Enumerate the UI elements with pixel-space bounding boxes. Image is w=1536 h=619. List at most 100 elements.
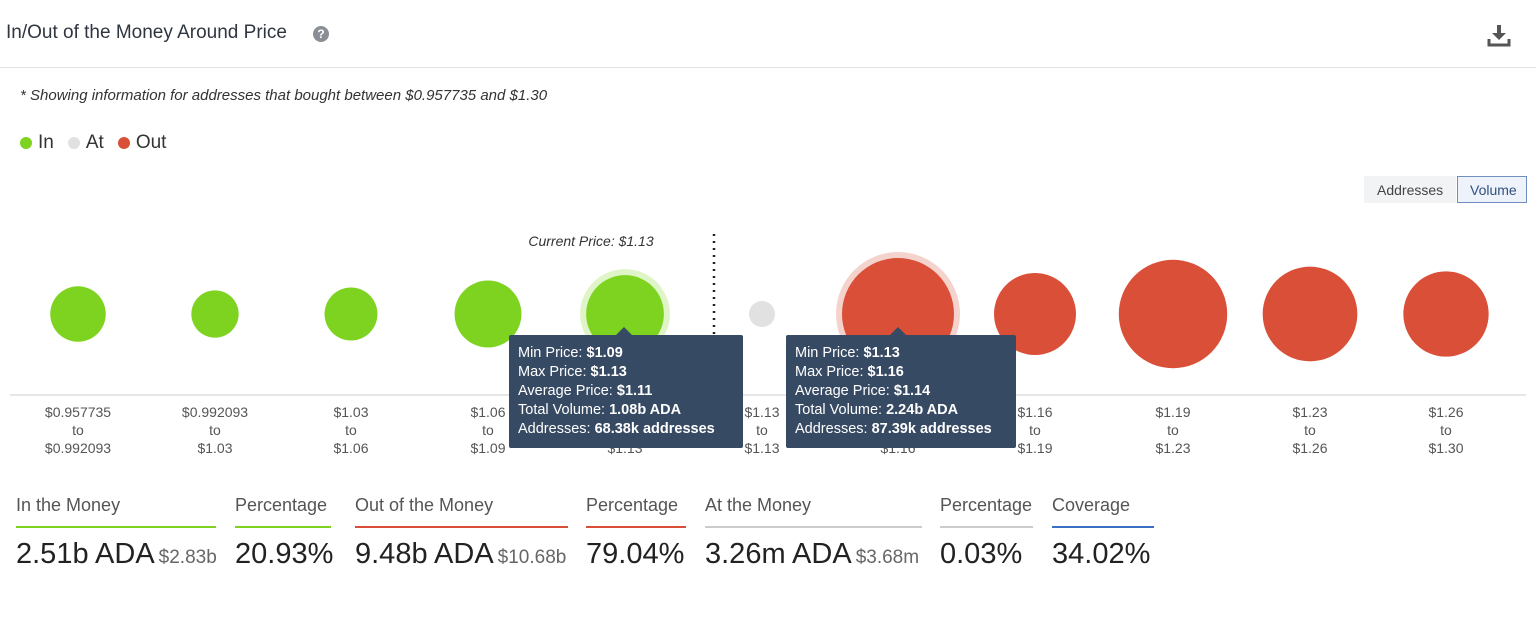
legend-dot-out xyxy=(117,137,130,149)
question-circle-icon[interactable]: ? xyxy=(313,26,329,42)
tooltip-volume-label: Total Volume: xyxy=(518,402,606,418)
bubble-10[interactable] xyxy=(1262,266,1358,362)
x-tick-label: $1.23 xyxy=(1292,404,1327,420)
tooltip-max-label: Max Price: xyxy=(795,364,864,380)
x-tick-label: $1.16 xyxy=(1017,404,1052,420)
summary-stats: In the Money 2.51b ADA $2.83b Percentage … xyxy=(0,495,1536,595)
x-tick-label: $0.992093 xyxy=(182,404,248,420)
tooltip-min-value: $1.13 xyxy=(863,345,900,361)
stat-value: 3.26m ADA $3.68m xyxy=(705,538,922,571)
tooltip-volume-value: 1.08b ADA xyxy=(609,402,682,418)
stat-out-of-the-money: Out of the Money 9.48b ADA $10.68b xyxy=(355,495,568,571)
tooltip-bubble-7: Min Price: $1.13 Max Price: $1.16 Averag… xyxy=(786,327,1016,448)
addresses-toggle-button[interactable]: Addresses xyxy=(1364,176,1456,203)
x-tick-label: $1.26 xyxy=(1292,440,1327,456)
x-tick-label: to xyxy=(1029,422,1041,438)
tooltip-max-value: $1.16 xyxy=(867,364,904,380)
x-tick-label: $1.13 xyxy=(744,440,779,456)
stat-out-percentage: Percentage 79.04% xyxy=(586,495,686,571)
x-tick-label: to xyxy=(345,422,357,438)
tooltip-min-label: Min Price: xyxy=(518,345,583,361)
tooltip-max-label: Max Price: xyxy=(518,364,587,380)
stat-usd-value: $10.68b xyxy=(497,547,567,568)
tooltip-bubble-5: Min Price: $1.09 Max Price: $1.13 Averag… xyxy=(509,327,743,448)
stat-in-the-money: In the Money 2.51b ADA $2.83b xyxy=(16,495,217,571)
tooltip-min-value: $1.09 xyxy=(586,345,623,361)
tooltip-volume-value: 2.24b ADA xyxy=(886,402,959,418)
stat-main-value: 34.02% xyxy=(1052,538,1151,570)
stat-value: 9.48b ADA $10.68b xyxy=(355,538,568,571)
range-note: * Showing information for addresses that… xyxy=(20,87,548,104)
tooltip-max-value: $1.13 xyxy=(590,364,627,380)
tooltip-volume-label: Total Volume: xyxy=(795,402,883,418)
legend-label-in: In xyxy=(38,132,54,153)
x-tick-label: to xyxy=(72,422,84,438)
bubble-8[interactable] xyxy=(994,273,1076,355)
widget-header: In/Out of the Money Around Price ? xyxy=(0,0,1536,68)
current-price-label: Current Price: $1.13 xyxy=(528,233,653,249)
legend-item-out[interactable]: Out xyxy=(117,132,167,154)
stat-label: Percentage xyxy=(586,495,686,528)
stat-in-percentage: Percentage 20.93% xyxy=(235,495,334,571)
bubble-3[interactable] xyxy=(324,287,378,341)
stat-main-value: 3.26m ADA xyxy=(705,538,852,570)
chart-legend: In At Out xyxy=(20,132,166,154)
bubble-2[interactable] xyxy=(191,290,239,338)
bubble-1[interactable] xyxy=(50,286,106,342)
tooltip-avg-value: $1.11 xyxy=(616,383,653,399)
tooltip-addresses-value: 68.38k addresses xyxy=(594,421,715,437)
bubble-chart: Current Price: $1.13 $0.957735 to $0.992093… xyxy=(10,233,1526,456)
x-tick-label: $0.957735 xyxy=(45,404,111,420)
x-tick-label: $1.30 xyxy=(1428,440,1463,456)
legend-item-at[interactable]: At xyxy=(67,132,104,154)
tooltip-avg-label: Average Price: xyxy=(518,383,613,399)
stat-main-value: 79.04% xyxy=(586,538,685,570)
tooltip-addresses-value: 87.39k addresses xyxy=(871,421,992,437)
bubble-6[interactable] xyxy=(749,301,775,327)
x-tick-label: to xyxy=(1440,422,1452,438)
tooltip-addresses-label: Addresses: xyxy=(518,421,591,437)
download-icon[interactable] xyxy=(1486,22,1512,48)
legend-dot-at xyxy=(67,137,80,149)
stat-main-value: 20.93% xyxy=(235,538,334,570)
volume-toggle-button[interactable]: Volume xyxy=(1457,176,1527,203)
bubble-9[interactable] xyxy=(1118,259,1228,369)
x-tick-label: $1.19 xyxy=(1017,440,1052,456)
x-tick-label: $1.06 xyxy=(333,440,368,456)
x-tick-label: to xyxy=(482,422,494,438)
stat-label: In the Money xyxy=(16,495,216,528)
bubble-4[interactable] xyxy=(454,280,522,348)
bubble-11[interactable] xyxy=(1403,271,1489,357)
stat-value: 2.51b ADA $2.83b xyxy=(16,538,217,571)
bubble-5[interactable] xyxy=(586,275,664,353)
stat-main-value: 2.51b ADA xyxy=(16,538,155,570)
x-tick-label: $0.992093 xyxy=(45,440,111,456)
legend-label-at: At xyxy=(85,132,104,153)
stat-main-value: 0.03% xyxy=(940,538,1023,570)
x-tick-label: $1.06 xyxy=(470,404,505,420)
x-tick-label: to xyxy=(756,422,768,438)
stat-main-value: 9.48b ADA xyxy=(355,538,494,570)
stat-at-percentage: Percentage 0.03% xyxy=(940,495,1033,571)
x-tick-label: to xyxy=(1304,422,1316,438)
x-tick-label: $1.23 xyxy=(1155,440,1190,456)
stat-label: At the Money xyxy=(705,495,922,528)
stat-label: Percentage xyxy=(235,495,331,528)
stat-coverage: Coverage 34.02% xyxy=(1052,495,1154,571)
stat-at-the-money: At the Money 3.26m ADA $3.68m xyxy=(705,495,922,571)
tooltip-min-label: Min Price: xyxy=(795,345,860,361)
x-tick-label: to xyxy=(1167,422,1179,438)
stat-label: Coverage xyxy=(1052,495,1154,528)
x-tick-label: to xyxy=(209,422,221,438)
stat-label: Out of the Money xyxy=(355,495,568,528)
legend-item-in[interactable]: In xyxy=(20,132,54,154)
stat-usd-value: $2.83b xyxy=(158,547,217,568)
stat-label: Percentage xyxy=(940,495,1033,528)
tooltip-avg-value: $1.14 xyxy=(893,383,931,399)
x-tick-label: $1.19 xyxy=(1155,404,1190,420)
x-tick-label: $1.13 xyxy=(744,404,779,420)
widget-title: In/Out of the Money Around Price xyxy=(6,22,287,43)
tooltip-avg-label: Average Price: xyxy=(795,383,890,399)
legend-dot-in xyxy=(20,137,32,149)
legend-label-out: Out xyxy=(135,132,167,153)
